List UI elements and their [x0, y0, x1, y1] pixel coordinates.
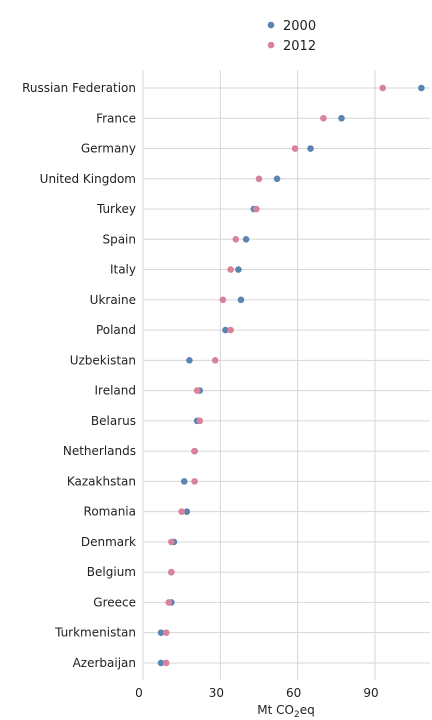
- point-2012: [379, 84, 387, 92]
- category-label: Ukraine: [90, 293, 136, 307]
- category-label: Poland: [96, 323, 136, 337]
- category-label: Kazakhstan: [67, 474, 136, 488]
- point-2012: [191, 478, 198, 485]
- x-tick-label: 30: [209, 686, 224, 700]
- point-2000: [273, 175, 281, 183]
- category-label: France: [96, 111, 136, 125]
- point-2012: [178, 508, 185, 515]
- point-2012: [168, 538, 175, 546]
- legend-marker-2000: [267, 21, 275, 29]
- category-label: Turkey: [96, 202, 136, 216]
- gridlines: [142, 70, 430, 680]
- point-2000: [307, 145, 314, 152]
- category-label: Belarus: [91, 414, 136, 428]
- category-label: Germany: [81, 142, 136, 156]
- legend: 2000 2012: [267, 19, 316, 54]
- point-2000: [418, 84, 425, 92]
- category-label: Ireland: [94, 384, 136, 398]
- point-2012: [227, 266, 234, 273]
- point-2012: [219, 296, 227, 304]
- point-2012: [232, 236, 240, 243]
- category-label: Russian Federation: [22, 81, 136, 95]
- point-2000: [235, 266, 242, 273]
- category-label: Turkmenistan: [54, 626, 136, 640]
- point-2012: [191, 447, 198, 455]
- point-2000: [180, 478, 188, 485]
- point-2000: [157, 659, 165, 667]
- data-points: [157, 84, 425, 667]
- point-2012: [196, 417, 204, 425]
- point-2012: [165, 599, 173, 606]
- category-label: Azerbaijan: [73, 656, 136, 670]
- category-label: Romania: [84, 505, 136, 519]
- x-tick-label: 0: [135, 686, 143, 700]
- x-tick-label: 90: [363, 686, 378, 700]
- point-2012: [253, 205, 260, 213]
- point-2000: [157, 629, 165, 636]
- category-label: United Kingdom: [40, 172, 136, 186]
- point-2012: [291, 145, 299, 152]
- category-label: Belgium: [87, 565, 136, 579]
- category-label: Netherlands: [63, 444, 136, 458]
- x-tick-label: 60: [286, 686, 301, 700]
- point-2000: [186, 357, 193, 364]
- category-label: Greece: [93, 595, 136, 609]
- point-2000: [237, 296, 245, 304]
- point-2000: [183, 508, 191, 515]
- point-2012: [162, 659, 170, 667]
- x-tick-labels: 0 30 60 90: [135, 686, 378, 700]
- x-axis-title: Mt CO2eq: [257, 703, 314, 720]
- category-label: Spain: [102, 232, 136, 246]
- point-2000: [338, 114, 345, 122]
- legend-label: 2000: [283, 19, 316, 34]
- point-2012: [211, 357, 219, 364]
- point-2000: [242, 236, 250, 243]
- x-axis-title-main: Mt CO: [257, 703, 294, 717]
- point-2012: [255, 175, 263, 183]
- category-labels: Russian Federation France Germany United Ki…: [22, 81, 136, 670]
- point-2012: [320, 114, 327, 122]
- point-2000: [222, 326, 229, 334]
- legend-label: 2012: [283, 39, 316, 54]
- category-label: Italy: [110, 263, 136, 277]
- point-2012: [193, 387, 201, 394]
- point-2012: [162, 629, 170, 636]
- x-axis-title-suffix: eq: [300, 703, 315, 717]
- x-axis-title-sub: 2: [294, 710, 300, 720]
- category-label: Uzbekistan: [70, 353, 136, 367]
- category-label: Denmark: [81, 535, 136, 549]
- point-2012: [227, 326, 234, 334]
- legend-marker-2012: [267, 41, 275, 49]
- point-2012: [168, 568, 175, 576]
